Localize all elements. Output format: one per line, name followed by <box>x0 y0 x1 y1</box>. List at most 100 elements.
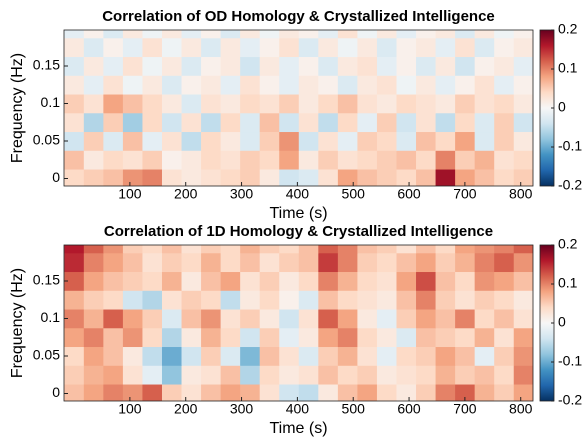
heatmap-cell <box>161 37 182 58</box>
heatmap-cell <box>181 384 202 401</box>
heatmap-cell <box>337 131 358 151</box>
x-tick-label: 300 <box>230 186 254 202</box>
colorbar-tick-label: 0 <box>558 99 566 115</box>
heatmap-cell <box>83 309 104 329</box>
heatmap-cell <box>455 30 476 39</box>
heatmap-cell <box>103 150 124 170</box>
heatmap-cell <box>279 327 300 348</box>
heatmap-cell <box>435 290 456 310</box>
heatmap-cell <box>103 346 124 366</box>
y-tick-label: 0.05 <box>33 347 60 363</box>
heatmap-cell <box>513 384 533 401</box>
heatmap-cell <box>259 131 280 151</box>
heatmap-cell <box>103 327 124 348</box>
heatmap-cell <box>122 30 143 39</box>
heatmap-cell <box>298 94 319 114</box>
heatmap-cell <box>337 30 358 39</box>
heatmap-cell <box>435 245 456 254</box>
heatmap-cell <box>181 169 202 186</box>
heatmap-cell <box>279 384 300 401</box>
heatmap-cell <box>435 271 456 291</box>
heatmap-cell <box>279 56 300 76</box>
heatmap-cell <box>416 365 436 385</box>
heatmap-cell <box>142 94 163 114</box>
heatmap-cell <box>259 150 280 170</box>
heatmap-cell <box>396 37 417 58</box>
heatmap-cell <box>416 327 436 348</box>
heatmap-cell <box>279 290 300 310</box>
heatmap-cell <box>220 56 241 76</box>
heatmap-cell <box>513 327 533 348</box>
heatmap-cell <box>318 309 339 329</box>
heatmap-cell <box>122 346 143 366</box>
heatmap-cell <box>494 169 515 186</box>
heatmap-cell <box>416 346 436 366</box>
heatmap-cell <box>376 327 397 348</box>
heatmap-cell <box>396 309 417 329</box>
heatmap-cell <box>122 252 143 273</box>
heatmap-cell <box>142 245 163 254</box>
heatmap-cell <box>142 309 163 329</box>
heatmap-cell <box>83 346 104 366</box>
heatmap-cell <box>201 290 222 310</box>
heatmap-cell <box>357 346 378 366</box>
heatmap-cell <box>240 131 261 151</box>
colorbar-tick-label: 0.2 <box>558 21 578 37</box>
heatmap-cell <box>376 290 397 310</box>
x-tick-label: 600 <box>397 186 421 202</box>
heatmap-cell <box>474 56 495 76</box>
heatmap-cell <box>240 94 261 114</box>
heatmap-cell <box>494 37 515 58</box>
heatmap-cell <box>376 252 397 273</box>
heatmap-cell <box>376 384 397 401</box>
heatmap-cell <box>240 245 261 254</box>
heatmap-cell <box>259 365 280 385</box>
heatmap-cell <box>396 56 417 76</box>
heatmap-cell <box>103 30 124 39</box>
heatmap-cell <box>259 37 280 58</box>
heatmap-cell <box>513 112 533 133</box>
heatmap-cell <box>259 252 280 273</box>
heatmap-cell <box>240 37 261 58</box>
heatmap-cell <box>513 75 533 95</box>
heatmap-cell <box>103 131 124 151</box>
heatmap-cell <box>435 131 456 151</box>
colorbar-tick-label: -0.2 <box>558 392 582 408</box>
heatmap-cell <box>240 271 261 291</box>
heatmap-cell <box>240 365 261 385</box>
heatmap-cell <box>64 37 85 58</box>
heatmap-cell <box>494 384 515 401</box>
heatmap-cell <box>259 245 280 254</box>
heatmap-cell <box>103 290 124 310</box>
heatmap-cell <box>161 245 182 254</box>
heatmap-cell <box>318 150 339 170</box>
heatmap-cell <box>435 75 456 95</box>
heatmap-cell <box>83 245 104 254</box>
heatmap-cell <box>416 150 436 170</box>
y-axis-label: Frequency (Hz) <box>9 53 26 163</box>
heatmap-cell <box>201 56 222 76</box>
heatmap-cell <box>142 252 163 273</box>
heatmap-cell <box>474 290 495 310</box>
heatmap-cell <box>513 150 533 170</box>
heatmap-cell <box>122 94 143 114</box>
heatmap-cell <box>64 271 85 291</box>
heatmap-cell <box>279 94 300 114</box>
heatmap-cell <box>337 169 358 186</box>
heatmap-cell <box>142 169 163 186</box>
heatmap-cell <box>494 365 515 385</box>
heatmap-cell <box>83 169 104 186</box>
heatmap-cell <box>181 150 202 170</box>
heatmap-cell <box>103 245 124 254</box>
heatmap-cell <box>474 271 495 291</box>
heatmap-cell <box>161 150 182 170</box>
heatmap-cell <box>220 252 241 273</box>
heatmap-cell <box>161 75 182 95</box>
heatmap-cell <box>376 112 397 133</box>
heatmap-cell <box>161 252 182 273</box>
heatmap-cell <box>337 365 358 385</box>
heatmap-cell <box>240 75 261 95</box>
heatmap-cell <box>220 271 241 291</box>
heatmap <box>64 30 533 186</box>
x-tick-label: 400 <box>286 186 310 202</box>
